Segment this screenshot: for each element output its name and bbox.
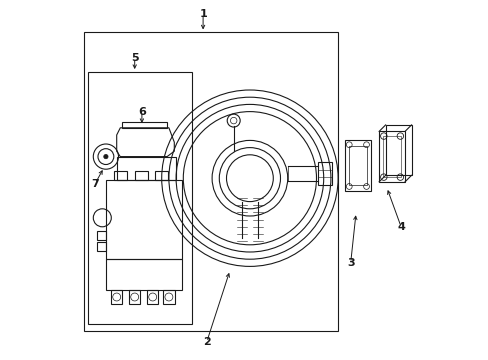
Bar [163,290,174,304]
Bar [348,146,366,185]
Bar [344,140,370,191]
Text: 5: 5 [131,53,138,63]
Text: 4: 4 [396,222,404,232]
Bar [97,231,106,240]
Bar [155,171,168,180]
Bar [111,290,122,304]
Text: 1: 1 [199,9,206,19]
Bar [129,290,140,304]
Bar [378,131,404,182]
Bar [88,72,192,324]
Bar [106,259,181,290]
Text: 7: 7 [91,179,99,189]
Circle shape [103,154,108,159]
Text: 3: 3 [346,258,354,268]
Bar [382,136,401,177]
Bar [106,180,181,259]
Bar [385,125,411,175]
Bar [146,290,158,304]
Bar [97,242,106,251]
Bar [318,162,331,185]
Bar [135,171,148,180]
Bar [114,171,126,180]
Text: 6: 6 [138,107,145,117]
Text: 2: 2 [203,337,210,347]
Bar [117,157,176,180]
Bar [84,32,337,331]
